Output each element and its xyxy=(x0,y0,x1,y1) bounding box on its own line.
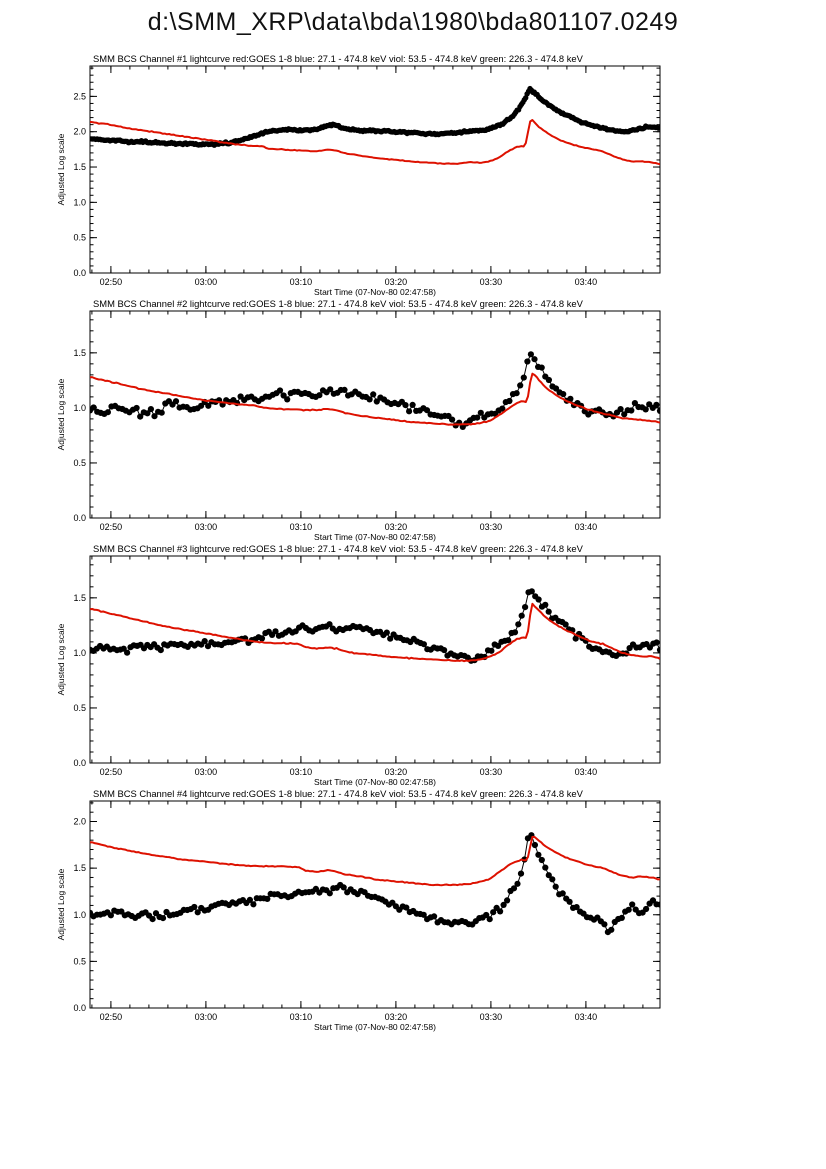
y-axis-label: Adjusted Log scale xyxy=(56,868,66,940)
y-tick-label: 0.0 xyxy=(73,513,86,523)
y-tick-label: 1.5 xyxy=(73,162,86,172)
x-axis: 02:50 03:00 03:10 03:20 03:30 03:40 Start Time… xyxy=(100,1012,598,1032)
y-tick-label: 0.0 xyxy=(73,268,86,278)
x-axis: 02:50 03:00 03:10 03:20 03:30 03:40 Start Time… xyxy=(100,277,598,297)
x-tick-label: 02:50 xyxy=(100,522,123,532)
panel-title: SMM BCS Channel #2 lightcurve red:GOES 1… xyxy=(93,298,584,309)
y-axis-label: Adjusted Log scale xyxy=(56,623,66,695)
lightcurve-chart-4: SMM BCS Channel #4 lightcurve red:GOES 1… xyxy=(56,788,661,1032)
plot-box xyxy=(89,65,661,274)
x-tick-label: 03:20 xyxy=(385,522,408,532)
x-tick-label: 03:10 xyxy=(290,277,313,287)
x-tick-label: 03:30 xyxy=(480,522,503,532)
x-axis-label: Start Time (07-Nov-80 02:47:58) xyxy=(314,287,436,297)
lightcurve-chart-2: SMM BCS Channel #2 lightcurve red:GOES 1… xyxy=(56,298,661,542)
x-tick-label: 03:00 xyxy=(195,277,218,287)
lightcurve-panel-1: SMM BCS Channel #1 lightcurve red:GOES 1… xyxy=(0,52,826,297)
x-axis: 02:50 03:00 03:10 03:20 03:30 03:40 Start Time… xyxy=(100,522,598,542)
plot-box xyxy=(89,800,661,1009)
panel-title: SMM BCS Channel #1 lightcurve red:GOES 1… xyxy=(93,53,584,64)
y-tick-label: 2.0 xyxy=(73,817,86,827)
y-axis: 0.0 0.5 1.0 1.5 2.0 Adjusted Log scale xyxy=(56,817,86,1013)
y-tick-label: 1.5 xyxy=(73,348,86,358)
goes-red-line xyxy=(90,119,660,166)
x-tick-label: 03:00 xyxy=(195,1012,218,1022)
y-axis: 0.0 0.5 1.0 1.5 Adjusted Log scale xyxy=(56,348,86,523)
x-tick-label: 03:00 xyxy=(195,767,218,777)
y-tick-label: 0.5 xyxy=(73,458,86,468)
y-tick-label: 2.5 xyxy=(73,91,86,101)
y-axis-label: Adjusted Log scale xyxy=(56,133,66,205)
x-tick-label: 02:50 xyxy=(100,1012,123,1022)
x-tick-label: 03:10 xyxy=(290,522,313,532)
x-tick-label: 03:20 xyxy=(385,1012,408,1022)
y-tick-label: 1.0 xyxy=(73,403,86,413)
y-tick-label: 1.5 xyxy=(73,863,86,873)
x-tick-label: 03:20 xyxy=(385,767,408,777)
bcs-black-scatter xyxy=(90,832,660,936)
y-tick-label: 0.5 xyxy=(73,956,86,966)
bcs-black-scatter xyxy=(90,588,660,664)
goes-red-line xyxy=(90,602,660,663)
lightcurve-panel-4: SMM BCS Channel #4 lightcurve red:GOES 1… xyxy=(0,787,826,1032)
x-axis: 02:50 03:00 03:10 03:20 03:30 03:40 Start Time… xyxy=(100,767,598,787)
x-axis-label: Start Time (07-Nov-80 02:47:58) xyxy=(314,1022,436,1032)
x-tick-label: 03:10 xyxy=(290,1012,313,1022)
lightcurve-chart-1: SMM BCS Channel #1 lightcurve red:GOES 1… xyxy=(56,53,661,297)
x-tick-label: 03:10 xyxy=(290,767,313,777)
x-tick-label: 03:30 xyxy=(480,1012,503,1022)
y-tick-label: 0.5 xyxy=(73,703,86,713)
x-axis-label: Start Time (07-Nov-80 02:47:58) xyxy=(314,777,436,787)
goes-red-line xyxy=(90,835,660,887)
plot-box xyxy=(89,555,661,764)
x-tick-label: 03:30 xyxy=(480,767,503,777)
panel-title: SMM BCS Channel #3 lightcurve red:GOES 1… xyxy=(93,543,584,554)
x-tick-label: 02:50 xyxy=(100,767,123,777)
y-axis: 0.0 0.5 1.0 1.5 Adjusted Log scale xyxy=(56,593,86,768)
x-axis-label: Start Time (07-Nov-80 02:47:58) xyxy=(314,532,436,542)
y-tick-label: 0.0 xyxy=(73,758,86,768)
y-tick-label: 1.0 xyxy=(73,648,86,658)
lightcurve-panel-3: SMM BCS Channel #3 lightcurve red:GOES 1… xyxy=(0,542,826,787)
x-tick-label: 03:00 xyxy=(195,522,218,532)
y-axis: 0.0 0.5 1.0 1.5 2.0 2.5 Adjusted Log scale xyxy=(56,91,86,278)
y-tick-label: 1.0 xyxy=(73,197,86,207)
y-tick-label: 1.5 xyxy=(73,593,86,603)
y-tick-label: 0.5 xyxy=(73,233,86,243)
plot-box xyxy=(89,310,661,519)
bcs-black-scatter xyxy=(90,85,660,148)
goes-red-line xyxy=(90,372,660,426)
x-tick-label: 03:40 xyxy=(575,522,598,532)
x-tick-label: 02:50 xyxy=(100,277,123,287)
lightcurve-chart-3: SMM BCS Channel #3 lightcurve red:GOES 1… xyxy=(56,543,661,787)
panel-title: SMM BCS Channel #4 lightcurve red:GOES 1… xyxy=(93,788,584,799)
y-tick-label: 2.0 xyxy=(73,127,86,137)
x-tick-label: 03:20 xyxy=(385,277,408,287)
lightcurve-panel-2: SMM BCS Channel #2 lightcurve red:GOES 1… xyxy=(0,297,826,542)
x-tick-label: 03:40 xyxy=(575,277,598,287)
page-title: d:\SMM_XRP\data\bda\1980\bda801107.0249 xyxy=(147,8,679,36)
x-tick-label: 03:40 xyxy=(575,767,598,777)
charts-container: SMM BCS Channel #1 lightcurve red:GOES 1… xyxy=(0,52,826,1032)
y-tick-label: 0.0 xyxy=(73,1003,86,1013)
y-tick-label: 1.0 xyxy=(73,910,86,920)
y-axis-label: Adjusted Log scale xyxy=(56,378,66,450)
x-tick-label: 03:40 xyxy=(575,1012,598,1022)
x-tick-label: 03:30 xyxy=(480,277,503,287)
